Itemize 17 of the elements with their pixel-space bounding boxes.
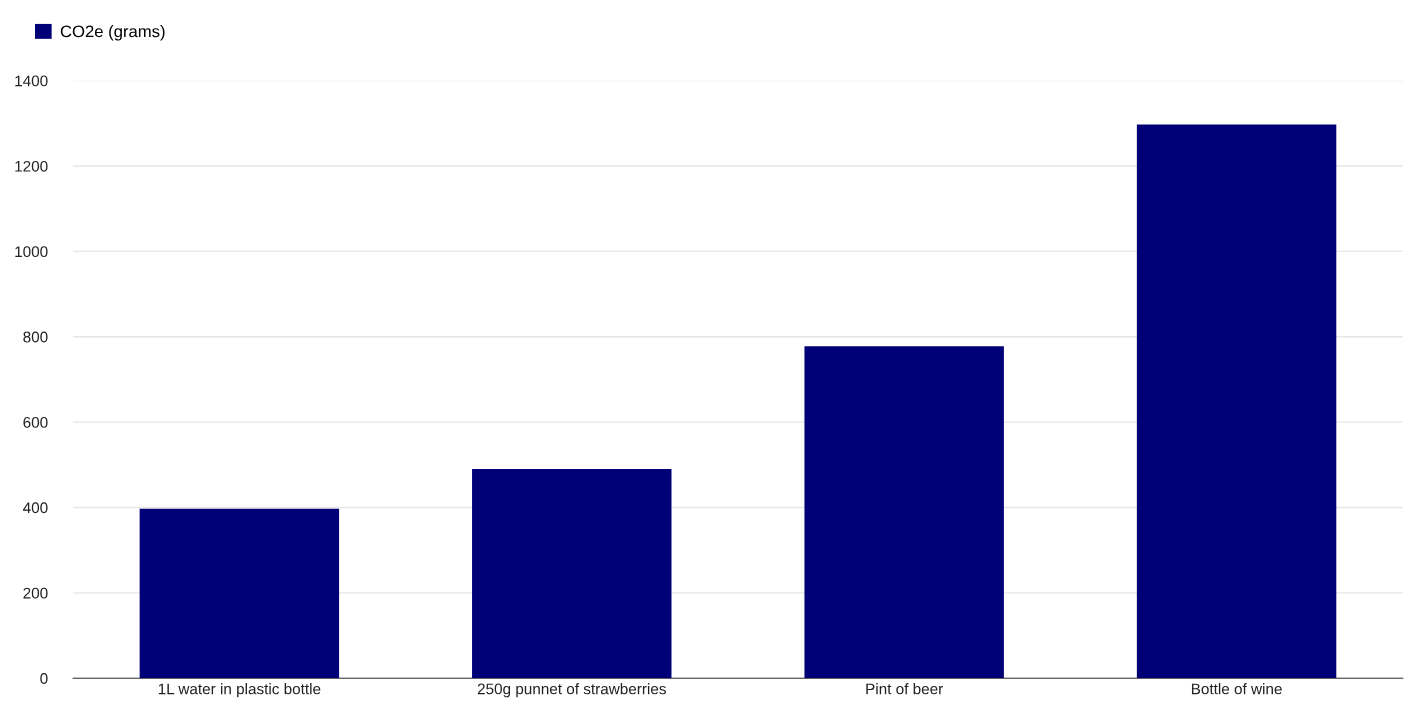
- x-tick-label: Bottle of wine: [1191, 683, 1282, 695]
- legend-label: CO2e (grams): [60, 25, 165, 41]
- y-tick-label: 1000: [15, 246, 48, 258]
- y-tick-label: 800: [23, 331, 48, 343]
- x-tick-label: 1L water in plastic bottle: [158, 683, 321, 698]
- x-tick-label: 250g punnet of strawberries: [477, 683, 666, 698]
- bar: [139, 508, 340, 679]
- y-tick-label: 600: [23, 416, 48, 428]
- bar: [804, 346, 1004, 679]
- y-tick-label: 1200: [15, 160, 48, 172]
- y-tick-label: 200: [23, 587, 48, 599]
- y-tick-label: 1400: [15, 75, 48, 87]
- y-tick-label: 0: [40, 673, 48, 684]
- bar: [1136, 124, 1337, 679]
- bar: [472, 469, 672, 679]
- y-tick-label: 400: [23, 502, 48, 514]
- x-tick-label: Pint of beer: [866, 683, 943, 695]
